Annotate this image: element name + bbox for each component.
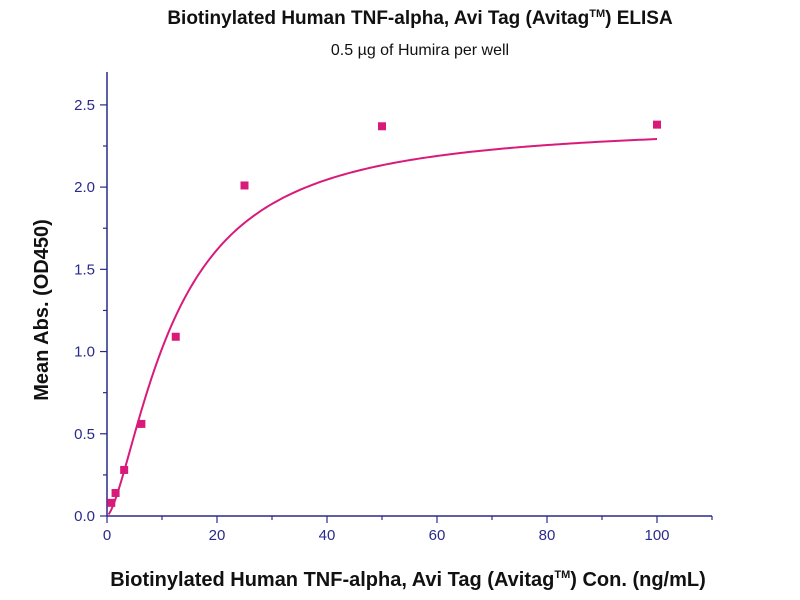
data-point	[240, 181, 249, 190]
y-tick-label: 2.5	[74, 97, 95, 114]
axes: 0.0 0.5 1.0 1.5 2.0 2.5 0 20 40 60 80 100	[74, 72, 713, 544]
y-axis-label: Mean Abs. (OD450)	[31, 219, 53, 401]
y-tick-label: 1.0	[74, 344, 95, 361]
x-tick-label: 0	[103, 527, 111, 544]
data-point	[171, 332, 180, 341]
data-points-layer	[107, 120, 661, 507]
data-point	[653, 120, 661, 129]
y-tick-label: 1.5	[74, 261, 95, 278]
x-tick-label: 40	[319, 527, 336, 544]
x-tick-label: 20	[209, 527, 226, 544]
x-tick-label: 60	[429, 527, 446, 544]
data-point	[137, 419, 146, 428]
data-point	[107, 498, 116, 507]
fit-curve	[107, 138, 658, 515]
data-point	[111, 488, 120, 497]
data-point	[378, 122, 386, 131]
x-tick-label: 80	[539, 527, 556, 544]
x-tick-label: 100	[644, 527, 669, 544]
chart-title: Biotinylated Human TNF-alpha, Avi Tag (A…	[167, 8, 673, 29]
fit-curve-layer	[107, 138, 658, 515]
data-point	[120, 465, 129, 474]
y-tick-label: 0.0	[74, 508, 95, 525]
y-tick-label: 2.0	[74, 179, 95, 196]
chart-subtitle: 0.5 µg of Humira per well	[331, 42, 509, 59]
x-axis-label: Biotinylated Human TNF-alpha, Avi Tag (A…	[110, 569, 706, 591]
y-tick-label: 0.5	[74, 426, 95, 443]
